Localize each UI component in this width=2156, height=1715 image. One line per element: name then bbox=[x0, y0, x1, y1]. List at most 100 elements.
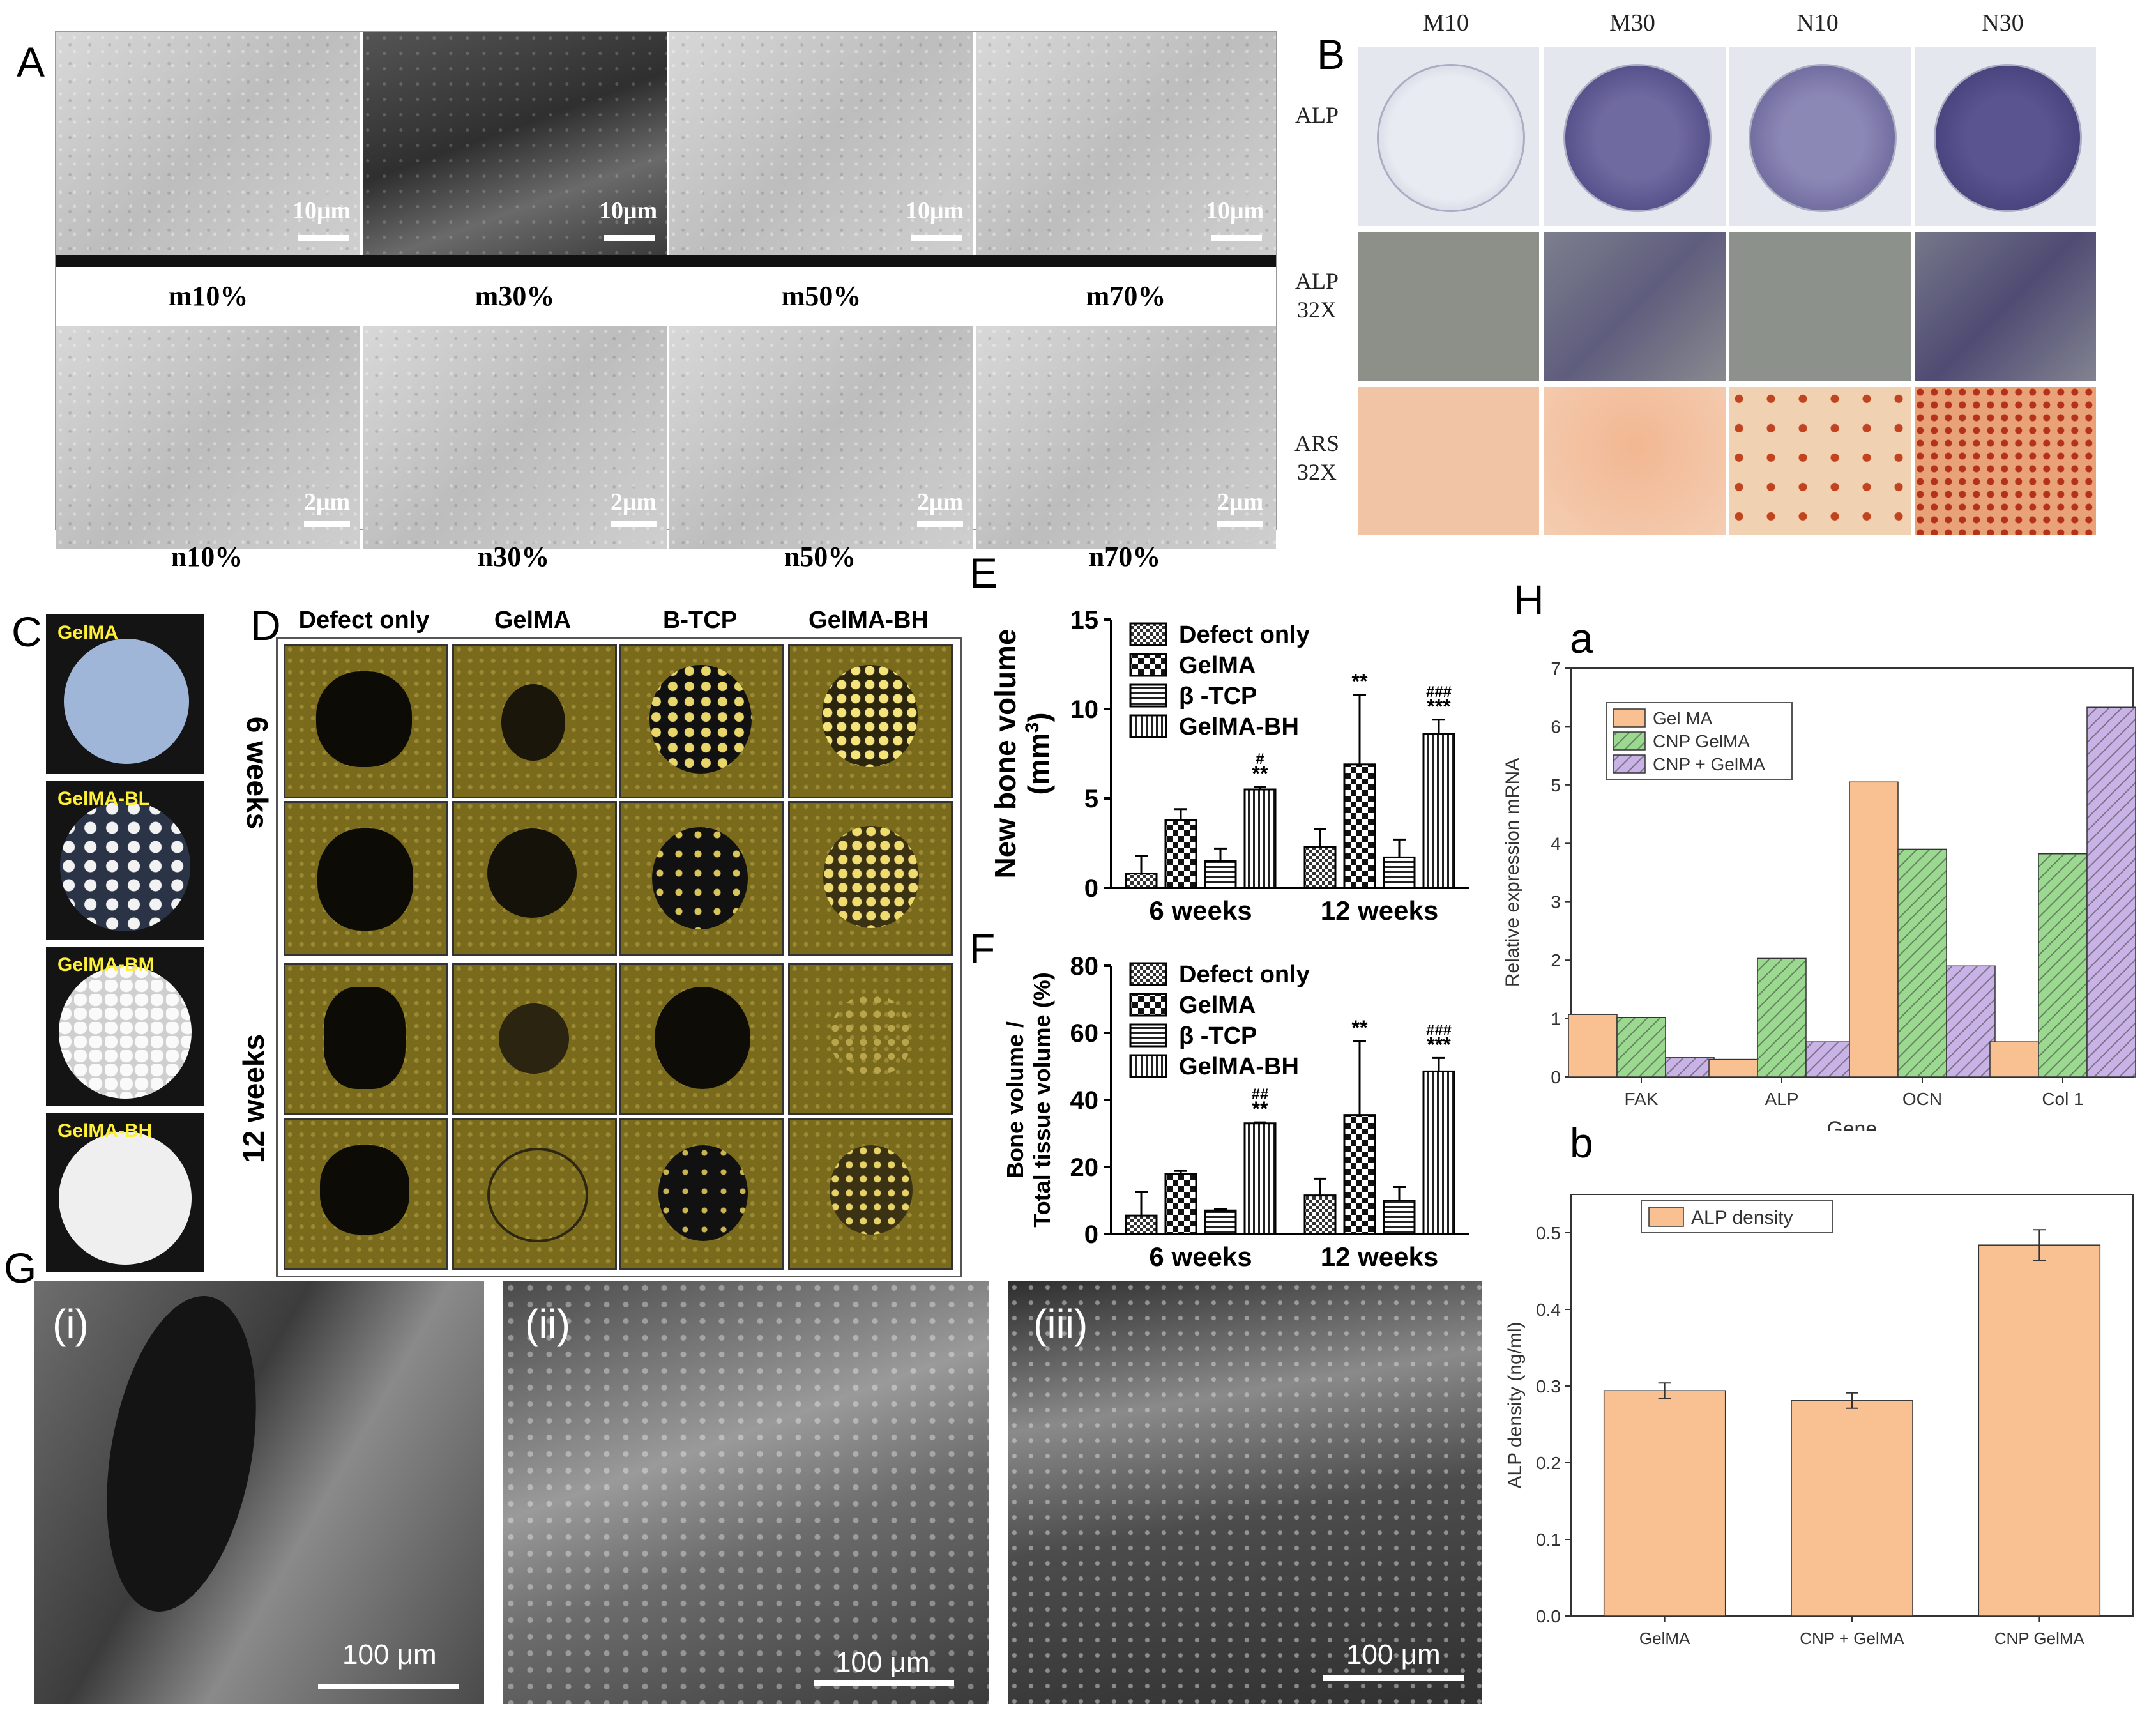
e-bar-tcp-6-weeks bbox=[1204, 860, 1237, 889]
ha-xtick-label-fak: FAK bbox=[1625, 1089, 1659, 1109]
panel-h-sub-a: a bbox=[1570, 614, 1593, 662]
f-bar-gelma-bh-6-weeks bbox=[1243, 1122, 1277, 1235]
e-ytick-label-10: 10 bbox=[1070, 696, 1099, 724]
d-12w-r2-gelmabh bbox=[788, 1118, 953, 1270]
ha-ytick-label-5: 5 bbox=[1551, 775, 1561, 795]
d-col-btcp: B-TCP bbox=[662, 607, 738, 634]
g-tile-ii-scalebar bbox=[814, 1680, 954, 1686]
d-6w-r1-defect bbox=[284, 644, 448, 798]
f-ylabel-1: Total tissue volume (%) bbox=[1029, 972, 1055, 1227]
ha-bar-hatch-cnp-gelma-alp bbox=[1806, 1042, 1855, 1077]
d-12w-r2-defect bbox=[284, 1118, 448, 1270]
ha-legend-label-gel-ma: Gel MA bbox=[1653, 708, 1713, 728]
g-tile-ii: (ii) 100 μm bbox=[503, 1281, 989, 1704]
panel-e-label: E bbox=[969, 549, 998, 597]
e-annot-gelma-bh-12-weeks-1: *** bbox=[1427, 695, 1451, 718]
b-ars32-n10 bbox=[1729, 387, 1911, 535]
c-disk-gelma-bl: GelMA-BL bbox=[46, 781, 204, 940]
scalebar-n50 bbox=[917, 521, 963, 527]
e-xtick-12-weeks: 12 weeks bbox=[1321, 896, 1439, 926]
e-bar-gelma-6-weeks bbox=[1164, 819, 1197, 889]
hb-ytick-label-0.2: 0.2 bbox=[1536, 1453, 1561, 1473]
d-12w-r2-btcp bbox=[619, 1118, 784, 1270]
e-annot-gelma-bh-6-weeks-0: # bbox=[1256, 751, 1264, 768]
ha-legend-label-cnp-gelma: CNP GelMA bbox=[1653, 731, 1750, 751]
scale-label-n10: 2μm bbox=[304, 489, 351, 515]
e-ytick-label-5: 5 bbox=[1084, 785, 1098, 813]
d-6w-r1-gelmabh bbox=[788, 644, 953, 798]
ha-bar-hatch-cnp-gelma-fak bbox=[1666, 1057, 1714, 1077]
f-ytick-label-0: 0 bbox=[1084, 1221, 1098, 1249]
f-legend-label-gelma: GelMA bbox=[1179, 992, 1256, 1019]
scalebar-n30 bbox=[611, 521, 657, 527]
b-row-alp: ALP bbox=[1294, 102, 1339, 128]
b-alp32-n30 bbox=[1915, 232, 2096, 381]
e-ytick-label-0: 0 bbox=[1084, 874, 1098, 903]
label-n10: n10% bbox=[171, 541, 243, 572]
d-col-defect-only: Defect only bbox=[298, 607, 430, 634]
f-legend-label-gelma-bh: GelMA-BH bbox=[1179, 1053, 1299, 1080]
c-disk-gelma-bh: GelMA-BH bbox=[46, 1113, 204, 1272]
d-col-gelma: GelMA bbox=[494, 607, 572, 634]
b-col-m30: M30 bbox=[1609, 10, 1655, 36]
g-tile-i-scalebar bbox=[318, 1684, 459, 1689]
sem-m50 bbox=[669, 32, 973, 255]
c-disk-gelma-bh-title: GelMA-BH bbox=[57, 1120, 153, 1141]
d-6w-r2-btcp bbox=[619, 801, 784, 956]
ha-ytick-label-2: 2 bbox=[1551, 950, 1561, 970]
e-legend-label-tcp: β -TCP bbox=[1179, 683, 1257, 710]
label-m70: m70% bbox=[1086, 280, 1166, 312]
d-6w-r2-gelmabh bbox=[788, 801, 953, 956]
label-m50: m50% bbox=[781, 280, 862, 312]
panel-f-label: F bbox=[969, 925, 996, 972]
ha-bar-hatch-cnp-gelma-col-1 bbox=[2038, 853, 2087, 1077]
e-bar-gelma-bh-6-weeks bbox=[1243, 788, 1277, 889]
b-col-m10: M10 bbox=[1423, 10, 1469, 36]
c-disk-gelma-bm: GelMA-BM bbox=[46, 947, 204, 1106]
f-bar-defect-only-12-weeks bbox=[1303, 1194, 1337, 1235]
d-row-6-weeks: 6 weeks bbox=[241, 716, 274, 830]
scale-label-m70: 10μm bbox=[1206, 197, 1264, 224]
chart-h-a: 0 1 2 3 4 5 6 7 Relative expression mRNA FAK ALP OC… bbox=[1502, 659, 2136, 1131]
ha-bar-hatch-cnp-gelma-col-1 bbox=[2087, 707, 2136, 1077]
hb-bar-gelma bbox=[1603, 1390, 1726, 1617]
c-disk-gelma: GelMA bbox=[46, 614, 204, 774]
panel-b-label: B bbox=[1317, 31, 1346, 78]
ha-ytick-label-4: 4 bbox=[1551, 834, 1561, 853]
g-tile-i-tag: (i) bbox=[52, 1301, 89, 1347]
ha-ytick-label-6: 6 bbox=[1551, 717, 1561, 736]
g-tile-i: (i) 100 μm bbox=[34, 1281, 484, 1704]
ha-bar-gel-ma-alp bbox=[1708, 1058, 1758, 1078]
b-ars32-m10 bbox=[1358, 387, 1539, 535]
hb-xtick-label-cnp-gelma: CNP + GelMA bbox=[1800, 1629, 1904, 1648]
g-tile-ii-scale: 100 μm bbox=[835, 1647, 930, 1678]
d-6w-r2-defect bbox=[284, 801, 448, 956]
f-legend-swatch-gelma-bh bbox=[1129, 1054, 1167, 1078]
b-alp-well-m10 bbox=[1358, 47, 1539, 226]
hb-ytick-label-0: 0.0 bbox=[1536, 1606, 1561, 1626]
g-tile-iii-tag: (iii) bbox=[1033, 1301, 1088, 1347]
f-annot-gelma-12-weeks-0: ** bbox=[1352, 1016, 1368, 1039]
e-ylabel-1: (mm3) bbox=[1022, 712, 1056, 795]
hb-ylabel: ALP density (ng/ml) bbox=[1505, 1322, 1526, 1488]
ha-legend-hatch-cnp-gelma bbox=[1613, 755, 1645, 773]
e-annot-gelma-bh-6-weeks-1: ** bbox=[1252, 762, 1268, 785]
e-ytick-label-15: 15 bbox=[1070, 606, 1099, 634]
e-legend-label-gelma-bh: GelMA-BH bbox=[1179, 713, 1299, 740]
scalebar-n10 bbox=[304, 521, 350, 527]
f-ytick-label-20: 20 bbox=[1070, 1154, 1099, 1182]
b-alp-well-n30 bbox=[1915, 47, 2096, 226]
ha-bar-hatch-cnp-gelma-ocn bbox=[1898, 849, 1947, 1077]
e-legend-label-gelma: GelMA bbox=[1179, 652, 1256, 679]
ha-bar-hatch-cnp-gelma-fak bbox=[1617, 1017, 1666, 1077]
c-disk-gelma-bl-title: GelMA-BL bbox=[57, 788, 150, 809]
b-alp32-m30 bbox=[1544, 232, 1726, 381]
panel-c-label: C bbox=[11, 608, 42, 655]
e-legend-swatch-gelma-bh bbox=[1129, 714, 1167, 738]
label-n30: n30% bbox=[477, 541, 550, 572]
e-legend-label-defect-only: Defect only bbox=[1179, 621, 1310, 648]
ha-bar-gel-ma-fak bbox=[1568, 1014, 1618, 1078]
ha-legend-swatch-gel-ma bbox=[1613, 708, 1646, 728]
g-tile-iii: (iii) 100 μm bbox=[1008, 1281, 1482, 1704]
